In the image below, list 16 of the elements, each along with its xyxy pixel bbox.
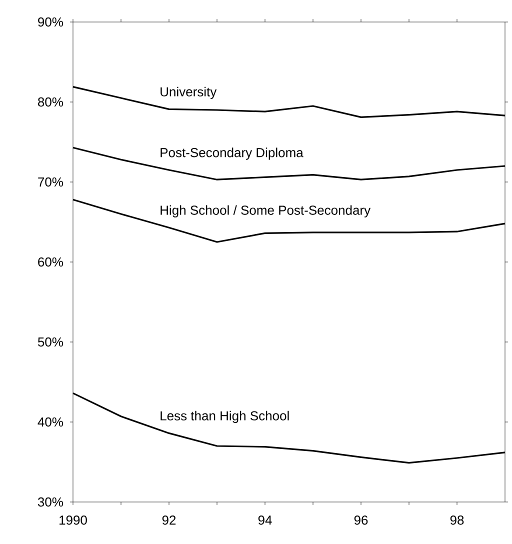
x-tick-label: 94: [258, 516, 272, 525]
x-tick-label: 96: [354, 516, 368, 525]
series-label: High School / Some Post-Secondary: [160, 205, 371, 218]
series-label: University: [160, 86, 217, 99]
y-tick-label: 50%: [38, 337, 64, 347]
series-label: Less than High School: [160, 410, 289, 423]
y-tick-label: 80%: [38, 97, 64, 107]
series-label: Post-Secondary Diploma: [160, 148, 304, 160]
y-tick-label: 30%: [38, 497, 64, 507]
y-tick-label: 70%: [38, 177, 64, 187]
y-tick-label: 40%: [38, 417, 64, 427]
x-tick-label: 98: [450, 516, 464, 525]
y-tick-label: 60%: [38, 257, 64, 267]
y-tick-label: 90%: [38, 17, 64, 27]
x-tick-label: 92: [162, 516, 176, 525]
x-tick-label: 1990: [60, 516, 87, 525]
